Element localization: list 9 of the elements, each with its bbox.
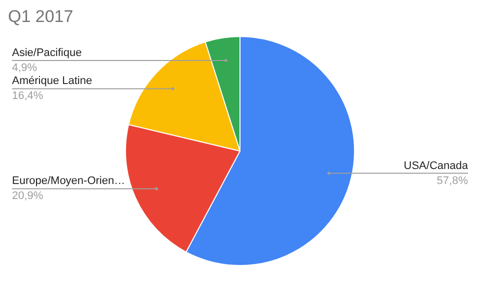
data-label: 16,4% (12, 90, 44, 102)
slice-label: Asie/Pacifique (12, 47, 82, 60)
slice-label: USA/Canada (404, 160, 469, 172)
data-label: 4,9% (12, 62, 38, 74)
slice-label: Amérique Latine (12, 75, 92, 88)
slice-label: Europe/Moyen-Orien… (12, 175, 126, 188)
data-label: 20,9% (12, 190, 44, 202)
chart-title: Q1 2017 (8, 7, 74, 26)
data-label: 57,8% (436, 174, 468, 187)
